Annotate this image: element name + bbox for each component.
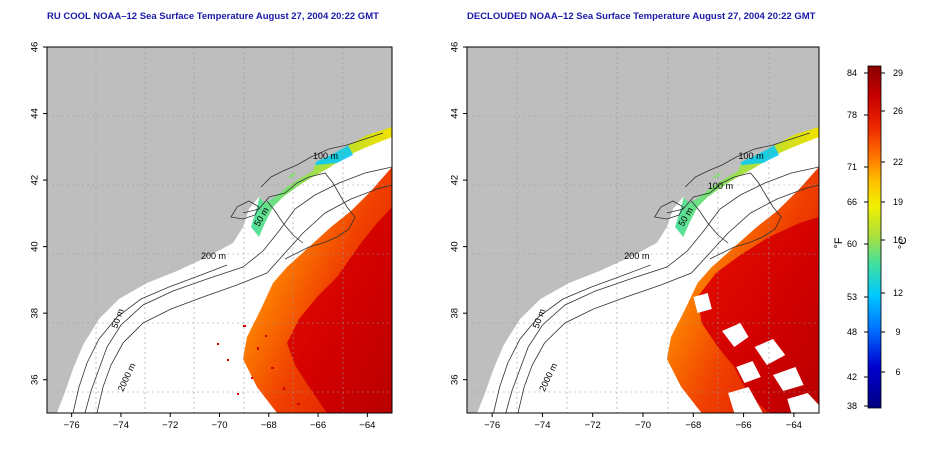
fahrenheit-tick-label: 42 — [847, 372, 857, 382]
y-tick-label: 40 — [450, 241, 461, 252]
fahrenheit-tick-label: 60 — [847, 239, 857, 249]
contour-label-200m: 200 m — [201, 251, 226, 261]
celsius-ticks: 29 26 22 19 16 12 9 6 — [881, 68, 903, 377]
fahrenheit-tick-label: 66 — [847, 197, 857, 207]
x-tick-label: −70 — [211, 420, 227, 431]
fahrenheit-ticks: 84 78 71 66 60 53 48 42 38 — [847, 68, 868, 411]
fahrenheit-tick-label: 71 — [847, 162, 857, 172]
x-tick-label: −64 — [786, 420, 802, 431]
contour-label-100m: 100 m — [738, 151, 763, 161]
left-panel-title: RU COOL NOAA–12 Sea Surface Temperature … — [47, 11, 379, 22]
temperature-colorbar: 84 78 71 66 60 53 48 42 38 29 26 22 19 16 12 9 6 °F °C — [833, 65, 909, 411]
gulf-stream-region — [287, 207, 392, 413]
celsius-tick-label: 16 — [893, 235, 903, 245]
y-tick-label: 38 — [30, 308, 41, 319]
celsius-tick-label: 6 — [895, 367, 900, 377]
contour-label-100m: 100 m — [313, 151, 338, 161]
gulf-stream-region — [697, 217, 819, 413]
y-tick-label: 46 — [30, 42, 41, 53]
x-tick-label: −64 — [359, 420, 375, 431]
x-tick-label: −74 — [534, 420, 550, 431]
scattered-sst-pixels — [217, 325, 300, 405]
x-tick-label: −66 — [736, 420, 752, 431]
fahrenheit-tick-label: 78 — [847, 110, 857, 120]
celsius-unit-label: °C — [897, 237, 909, 249]
celsius-tick-label: 29 — [893, 68, 903, 78]
y-tick-label: 38 — [450, 308, 461, 319]
x-tick-label: −68 — [685, 420, 701, 431]
celsius-tick-label: 26 — [893, 106, 903, 116]
celsius-tick-label: 22 — [893, 157, 903, 167]
contour-label-100m-inner: 100 m — [708, 181, 733, 191]
x-tick-label: −74 — [113, 420, 129, 431]
right-panel-title: DECLOUDED NOAA–12 Sea Surface Temperatur… — [467, 11, 816, 22]
x-tick-label: −76 — [484, 420, 500, 431]
right-axis-ticks: −76 −74 −72 −70 −68 −66 −64 46 44 42 40 38 36 — [450, 42, 802, 431]
y-tick-label: 44 — [450, 108, 461, 119]
y-tick-label: 42 — [30, 175, 41, 186]
celsius-tick-label: 12 — [893, 288, 903, 298]
cloud-gaps — [693, 293, 819, 413]
fahrenheit-tick-label: 48 — [847, 327, 857, 337]
x-tick-label: −72 — [585, 420, 601, 431]
celsius-tick-label: 9 — [895, 327, 900, 337]
right-map-panel: 100 m 100 m 50 m 200 m 50 m 2000 m −76 −7… — [450, 42, 820, 431]
fahrenheit-unit-label: °F — [833, 237, 845, 248]
fahrenheit-tick-label: 38 — [847, 401, 857, 411]
x-tick-label: −66 — [310, 420, 326, 431]
x-tick-label: −76 — [64, 420, 80, 431]
y-tick-label: 44 — [30, 108, 41, 119]
celsius-tick-label: 19 — [893, 197, 903, 207]
left-map-panel: 100 m 50 m 200 m 50 m 2000 m −76 −74 −72 −7… — [30, 42, 393, 431]
x-tick-label: −68 — [261, 420, 277, 431]
contour-label-200m: 200 m — [624, 251, 649, 261]
x-tick-label: −72 — [162, 420, 178, 431]
left-axis-ticks: −76 −74 −72 −70 −68 −66 −64 46 44 42 40 38 36 — [30, 42, 376, 431]
y-tick-label: 42 — [450, 175, 461, 186]
colorbar-gradient — [867, 65, 882, 409]
y-tick-label: 40 — [30, 241, 41, 252]
y-tick-label: 46 — [450, 42, 461, 53]
y-tick-label: 36 — [450, 374, 461, 385]
y-tick-label: 36 — [30, 374, 41, 385]
fahrenheit-tick-label: 53 — [847, 292, 857, 302]
fahrenheit-tick-label: 84 — [847, 68, 857, 78]
x-tick-label: −70 — [635, 420, 651, 431]
